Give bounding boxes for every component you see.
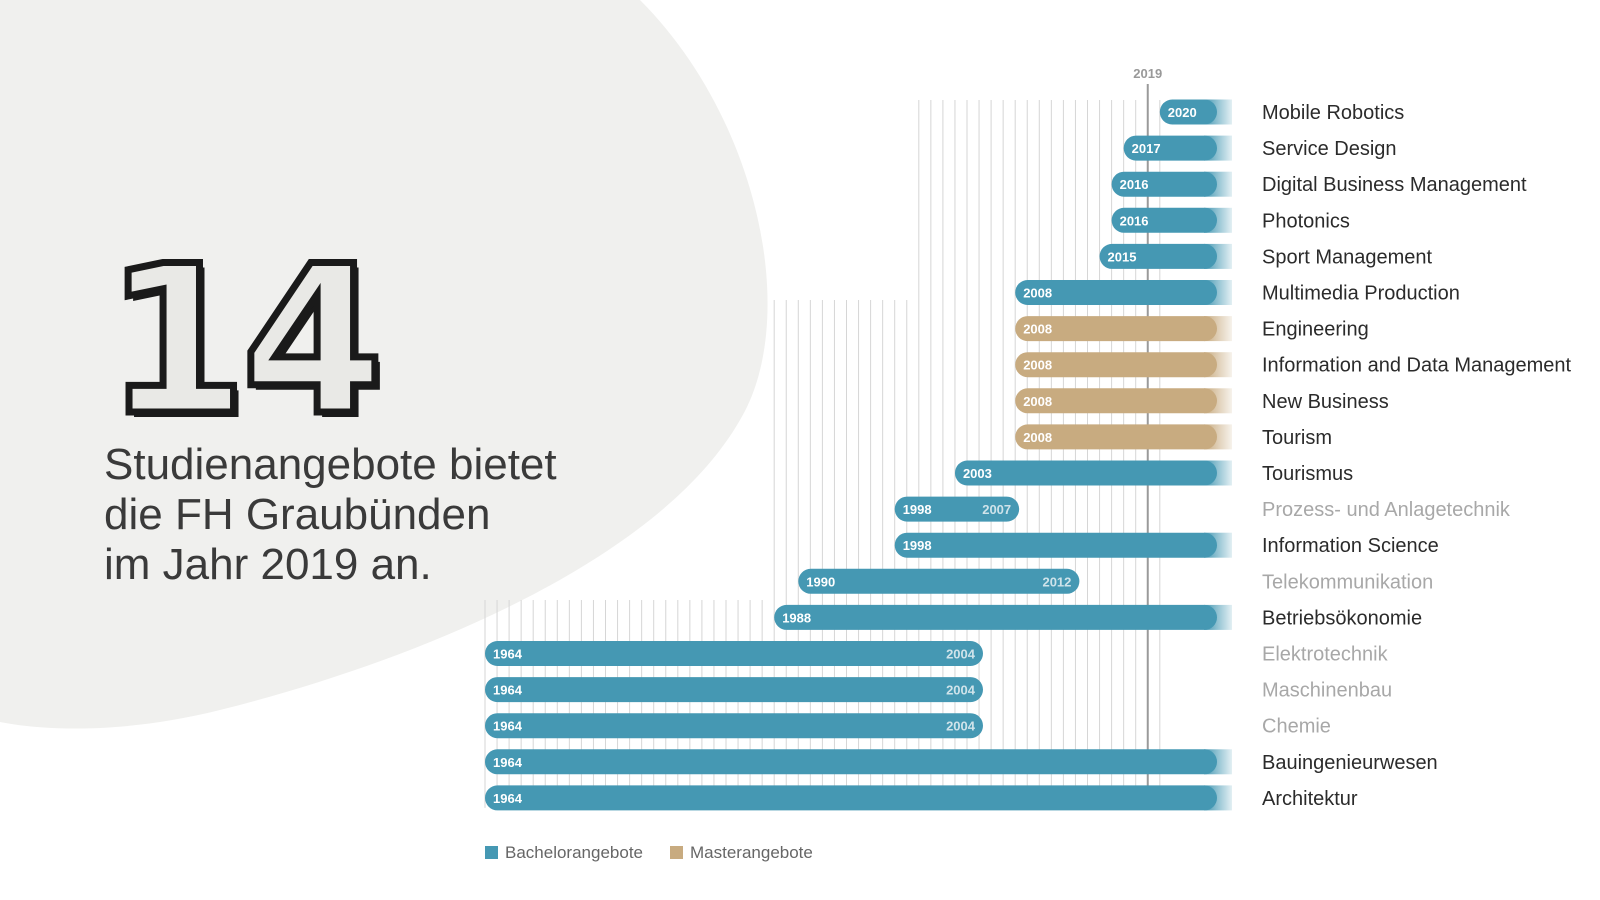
program-label: Engineering <box>1262 319 1369 341</box>
bar-start-year: 2020 <box>1168 105 1197 120</box>
bar-start-year: 2017 <box>1132 141 1161 156</box>
bar-end-year: 2007 <box>982 502 1011 517</box>
program-label: Maschinenbau <box>1262 680 1392 702</box>
bar-start-year: 1964 <box>493 719 523 734</box>
bar-master <box>1015 388 1217 414</box>
headline-line-3: im Jahr 2019 an. <box>104 540 432 589</box>
bar-start-year: 2015 <box>1108 249 1137 264</box>
program-label: Digital Business Management <box>1262 174 1527 196</box>
bar-fade <box>1204 388 1232 414</box>
program-label: Information Science <box>1262 535 1439 557</box>
bar-start-year: 2008 <box>1023 286 1052 301</box>
program-label: Elektrotechnik <box>1262 644 1389 666</box>
bar-start-year: 2003 <box>963 466 992 481</box>
bar-bachelor <box>485 785 1217 811</box>
bar-fade <box>1204 749 1232 775</box>
program-label: Tourismus <box>1262 463 1353 485</box>
program-label: Bauingenieurwesen <box>1262 752 1438 774</box>
bar-fade <box>1204 316 1232 342</box>
bar-fade <box>1204 171 1232 197</box>
current-year-label: 2019 <box>1133 66 1162 81</box>
program-label: Chemie <box>1262 716 1331 738</box>
bar-start-year: 1964 <box>493 647 523 662</box>
program-label: New Business <box>1262 391 1389 413</box>
program-label: Tourism <box>1262 427 1332 449</box>
bar-fade <box>1204 604 1232 630</box>
bar-end-year: 2012 <box>1042 574 1071 589</box>
bar-bachelor <box>1099 243 1217 269</box>
bar-start-year: 2008 <box>1023 358 1052 373</box>
bar-bachelor <box>485 713 983 739</box>
legend-swatch-bachelor <box>485 846 498 859</box>
bar-start-year: 1990 <box>806 574 835 589</box>
program-label: Photonics <box>1262 210 1350 232</box>
bar-fade <box>1204 280 1232 305</box>
bar-fade <box>1204 207 1232 233</box>
big-number-14: 14 <box>101 223 387 461</box>
legend: Bachelorangebote Masterangebote <box>485 843 813 862</box>
bar-fade <box>1204 785 1232 811</box>
bar-master <box>1015 316 1217 342</box>
legend-label-master: Masterangebote <box>690 843 813 862</box>
bar-end-year: 2004 <box>946 647 976 662</box>
bar-bachelor <box>774 604 1217 630</box>
bar-bachelor <box>485 641 983 666</box>
bar-start-year: 1964 <box>493 755 523 770</box>
bar-start-year: 1998 <box>903 502 932 517</box>
headline-line-1: Studienangebote bietet <box>104 440 557 489</box>
bar-fade <box>1204 99 1232 125</box>
bar-start-year: 2016 <box>1120 213 1149 228</box>
bar-start-year: 2008 <box>1023 394 1052 409</box>
legend-swatch-master <box>670 846 683 859</box>
bar-start-year: 1964 <box>493 791 523 806</box>
program-label: Sport Management <box>1262 246 1433 268</box>
bars: 2020 2017 2016 2016 2015 2008 2008 2008 2008 2008… <box>485 99 1232 811</box>
bar-start-year: 1964 <box>493 683 523 698</box>
program-label: Betriebsökonomie <box>1262 607 1422 629</box>
bar-fade <box>1204 460 1232 486</box>
program-label: Prozess- und Anlagetechnik <box>1262 499 1511 521</box>
bar-end-year: 2004 <box>946 719 976 734</box>
bar-master <box>1015 424 1217 450</box>
program-label: Multimedia Production <box>1262 283 1460 305</box>
row-labels: Mobile Robotics Service Design Digital Bus… <box>1262 102 1572 810</box>
bar-fade <box>1204 135 1232 161</box>
bar-master <box>1015 352 1217 378</box>
bar-fade <box>1204 243 1232 269</box>
bar-bachelor <box>1111 171 1217 197</box>
program-label: Service Design <box>1262 138 1397 160</box>
program-label: Architektur <box>1262 788 1358 810</box>
bar-bachelor <box>1123 135 1217 161</box>
bar-start-year: 2008 <box>1023 322 1052 337</box>
bar-bachelor <box>485 677 983 703</box>
bar-end-year: 2004 <box>946 683 976 698</box>
bar-bachelor <box>954 460 1217 486</box>
program-label: Mobile Robotics <box>1262 102 1404 124</box>
headline-text: Studienangebote bietet die FH Graubünden… <box>104 440 557 590</box>
program-label: Telekommunikation <box>1262 571 1433 593</box>
program-label: Information and Data Management <box>1262 355 1572 377</box>
bar-start-year: 2016 <box>1120 177 1149 192</box>
bar-fade <box>1204 532 1232 558</box>
legend-label-bachelor: Bachelorangebote <box>505 843 643 862</box>
bar-bachelor <box>485 749 1217 775</box>
bar-fade <box>1204 424 1232 450</box>
bar-bachelor <box>798 568 1080 594</box>
bar-bachelor <box>1159 99 1217 125</box>
headline-line-2: die FH Graubünden <box>104 490 491 539</box>
bar-bachelor <box>894 532 1217 558</box>
bar-bachelor <box>1015 280 1217 305</box>
bar-start-year: 1998 <box>903 538 932 553</box>
bar-start-year: 1988 <box>782 610 811 625</box>
bar-fade <box>1204 352 1232 378</box>
bar-bachelor <box>1111 207 1217 233</box>
bar-start-year: 2008 <box>1023 430 1052 445</box>
bar-bachelor <box>894 496 1020 522</box>
